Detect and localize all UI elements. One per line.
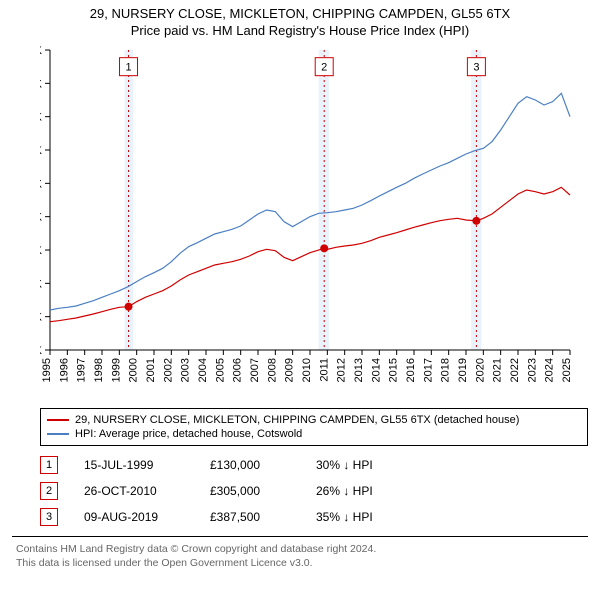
svg-text:1995: 1995 (41, 358, 53, 382)
chart-area: £0K £100K £200K £300K £400K £500K £600K £700K £8… (40, 40, 600, 400)
svg-text:£200K: £200K (40, 278, 43, 290)
svg-text:2000: 2000 (128, 358, 140, 382)
svg-text:£800K: £800K (40, 78, 43, 90)
svg-text:2014: 2014 (370, 358, 382, 382)
event-badge: 1 (40, 456, 58, 474)
svg-text:£300K: £300K (40, 245, 43, 257)
svg-text:2020: 2020 (474, 358, 486, 382)
svg-text:2012: 2012 (336, 358, 348, 382)
svg-text:£400K: £400K (40, 212, 43, 224)
svg-text:2017: 2017 (422, 358, 434, 382)
svg-text:2016: 2016 (405, 358, 417, 382)
event-pct: 26% ↓ HPI (316, 484, 373, 498)
legend-label: 29, NURSERY CLOSE, MICKLETON, CHIPPING C… (75, 414, 519, 426)
svg-text:£600K: £600K (40, 145, 43, 157)
svg-text:2007: 2007 (249, 358, 261, 382)
svg-text:2009: 2009 (284, 358, 296, 382)
svg-text:1: 1 (125, 62, 131, 74)
legend-row: 29, NURSERY CLOSE, MICKLETON, CHIPPING C… (47, 413, 581, 427)
event-pct: 30% ↓ HPI (316, 458, 373, 472)
event-date: 09-AUG-2019 (84, 510, 184, 524)
svg-text:£100K: £100K (40, 312, 43, 324)
footer-line-2: This data is licensed under the Open Gov… (16, 557, 584, 571)
svg-text:2002: 2002 (162, 358, 174, 382)
svg-text:£900K: £900K (40, 45, 43, 57)
events-table: 1 15-JUL-1999 £130,000 30% ↓ HPI 2 26-OCT-201… (40, 452, 588, 530)
event-row: 3 09-AUG-2019 £387,500 35% ↓ HPI (40, 504, 588, 530)
svg-text:2001: 2001 (145, 358, 157, 382)
svg-text:2025: 2025 (561, 358, 573, 382)
svg-text:1997: 1997 (76, 358, 88, 382)
title-block: 29, NURSERY CLOSE, MICKLETON, CHIPPING C… (0, 0, 600, 40)
svg-text:2015: 2015 (388, 358, 400, 382)
legend-label: HPI: Average price, detached house, Cots… (75, 428, 302, 440)
svg-text:£700K: £700K (40, 112, 43, 124)
svg-text:2011: 2011 (318, 358, 330, 382)
footer-line-1: Contains HM Land Registry data © Crown c… (16, 543, 584, 557)
svg-text:2022: 2022 (509, 358, 521, 382)
svg-text:£500K: £500K (40, 178, 43, 190)
line-chart-svg: £0K £100K £200K £300K £400K £500K £600K £700K £8… (40, 40, 600, 400)
svg-text:2013: 2013 (353, 358, 365, 382)
svg-text:3: 3 (473, 62, 479, 74)
svg-text:1999: 1999 (110, 358, 122, 382)
svg-text:1998: 1998 (93, 358, 105, 382)
svg-text:2003: 2003 (180, 358, 192, 382)
legend-swatch (47, 419, 69, 421)
svg-text:1996: 1996 (58, 358, 70, 382)
svg-text:2019: 2019 (457, 358, 469, 382)
svg-text:2021: 2021 (492, 358, 504, 382)
event-date: 26-OCT-2010 (84, 484, 184, 498)
legend-box: 29, NURSERY CLOSE, MICKLETON, CHIPPING C… (40, 408, 588, 446)
svg-text:2: 2 (321, 62, 327, 74)
legend-row: HPI: Average price, detached house, Cots… (47, 427, 581, 441)
event-date: 15-JUL-1999 (84, 458, 184, 472)
svg-text:2010: 2010 (301, 358, 313, 382)
title-line-2: Price paid vs. HM Land Registry's House … (0, 23, 600, 38)
figure-container: 29, NURSERY CLOSE, MICKLETON, CHIPPING C… (0, 0, 600, 576)
svg-text:2004: 2004 (197, 358, 209, 382)
svg-text:2024: 2024 (544, 358, 556, 382)
footer-attribution: Contains HM Land Registry data © Crown c… (12, 536, 588, 576)
event-pct: 35% ↓ HPI (316, 510, 373, 524)
event-price: £387,500 (210, 510, 290, 524)
svg-text:2008: 2008 (266, 358, 278, 382)
event-row: 2 26-OCT-2010 £305,000 26% ↓ HPI (40, 478, 588, 504)
event-price: £130,000 (210, 458, 290, 472)
event-row: 1 15-JUL-1999 £130,000 30% ↓ HPI (40, 452, 588, 478)
svg-text:2018: 2018 (440, 358, 452, 382)
legend-swatch (47, 433, 69, 435)
svg-text:2023: 2023 (526, 358, 538, 382)
svg-text:£0K: £0K (40, 345, 43, 357)
svg-text:2005: 2005 (214, 358, 226, 382)
event-badge: 3 (40, 508, 58, 526)
event-badge: 2 (40, 482, 58, 500)
svg-text:2006: 2006 (232, 358, 244, 382)
event-price: £305,000 (210, 484, 290, 498)
title-line-1: 29, NURSERY CLOSE, MICKLETON, CHIPPING C… (0, 6, 600, 21)
